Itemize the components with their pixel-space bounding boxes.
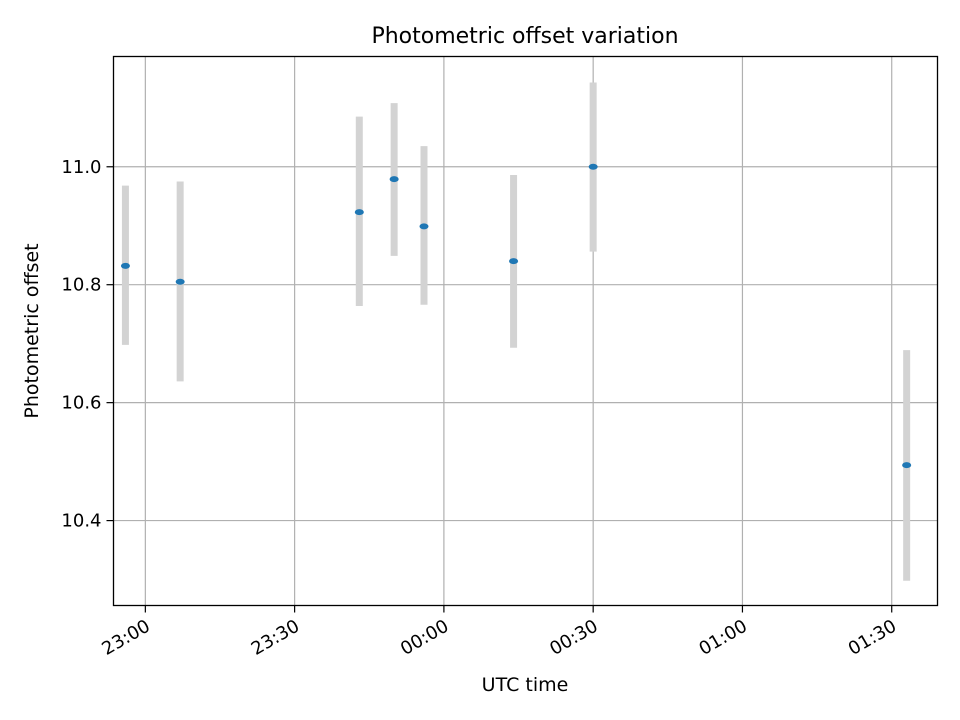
- x-axis-label: UTC time: [482, 674, 569, 696]
- plot-frame: [112, 55, 939, 607]
- y-tick-label: 10.4: [61, 511, 101, 532]
- data-point: [389, 176, 399, 183]
- data-point: [509, 258, 519, 265]
- grid-lines: [113, 56, 938, 606]
- data-point: [354, 209, 364, 216]
- data-point: [588, 163, 598, 170]
- data-points: [120, 163, 912, 469]
- data-point: [902, 462, 912, 469]
- y-tick-label: 10.8: [61, 275, 101, 296]
- y-axis-ticks: 10.4 10.6 10.8 11.0: [61, 157, 114, 532]
- y-axis-label: Photometric offset: [21, 243, 43, 418]
- data-point: [120, 262, 130, 269]
- data-point: [419, 223, 429, 230]
- y-tick-label: 11.0: [61, 157, 101, 178]
- data-point: [175, 278, 185, 285]
- chart-title: Photometric offset variation: [371, 24, 678, 49]
- y-tick-label: 10.6: [61, 393, 101, 414]
